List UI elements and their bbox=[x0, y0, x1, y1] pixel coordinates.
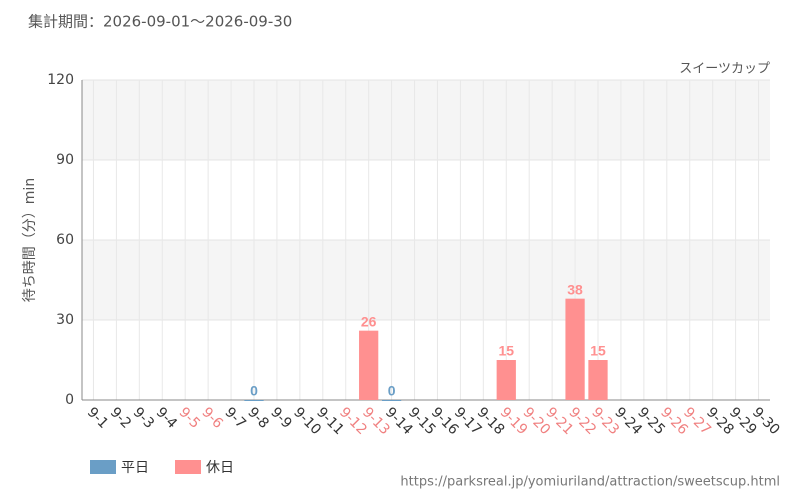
x-tick-label: 9-8 bbox=[244, 404, 271, 431]
chart-subtitle: スイーツカップ bbox=[679, 62, 770, 77]
x-tick-label: 9-2 bbox=[107, 404, 134, 431]
source-url: https://parksreal.jp/yomiuriland/attract… bbox=[400, 475, 780, 490]
y-axis-label: 待ち時間（分）min bbox=[22, 178, 38, 302]
value-label: 0 bbox=[388, 383, 396, 399]
x-tick-label: 9-4 bbox=[153, 404, 181, 432]
y-tick-label: 90 bbox=[56, 152, 74, 168]
x-tick-label: 9-7 bbox=[221, 404, 248, 431]
x-tick-label: 9-9 bbox=[267, 404, 294, 431]
value-label: 38 bbox=[567, 281, 583, 297]
value-label: 15 bbox=[498, 343, 514, 359]
value-label: 0 bbox=[250, 383, 258, 399]
x-tick-label: 9-3 bbox=[130, 404, 157, 431]
y-tick-label: 0 bbox=[65, 392, 74, 408]
y-tick-label: 120 bbox=[47, 72, 74, 88]
x-tick-label: 9-1 bbox=[84, 404, 111, 431]
value-label: 26 bbox=[361, 313, 377, 329]
legend-label: 休日 bbox=[206, 460, 234, 476]
grid-band bbox=[82, 80, 770, 160]
x-tick-label: 9-6 bbox=[198, 404, 226, 432]
legend-label: 平日 bbox=[121, 460, 149, 476]
bar bbox=[381, 400, 402, 401]
legend-swatch bbox=[90, 460, 116, 474]
x-tick-label: 9-5 bbox=[176, 404, 203, 431]
bar bbox=[565, 298, 585, 400]
bar bbox=[359, 330, 379, 400]
y-tick-label: 30 bbox=[56, 312, 74, 328]
value-label: 15 bbox=[590, 343, 606, 359]
bar bbox=[244, 400, 264, 401]
y-tick-label: 60 bbox=[56, 232, 74, 248]
bar bbox=[496, 360, 516, 400]
grid-band bbox=[82, 240, 770, 320]
chart-title: 集計期間：2026-09-01～2026-09-30 bbox=[28, 13, 292, 31]
bar bbox=[588, 360, 608, 400]
legend-swatch bbox=[175, 460, 201, 474]
